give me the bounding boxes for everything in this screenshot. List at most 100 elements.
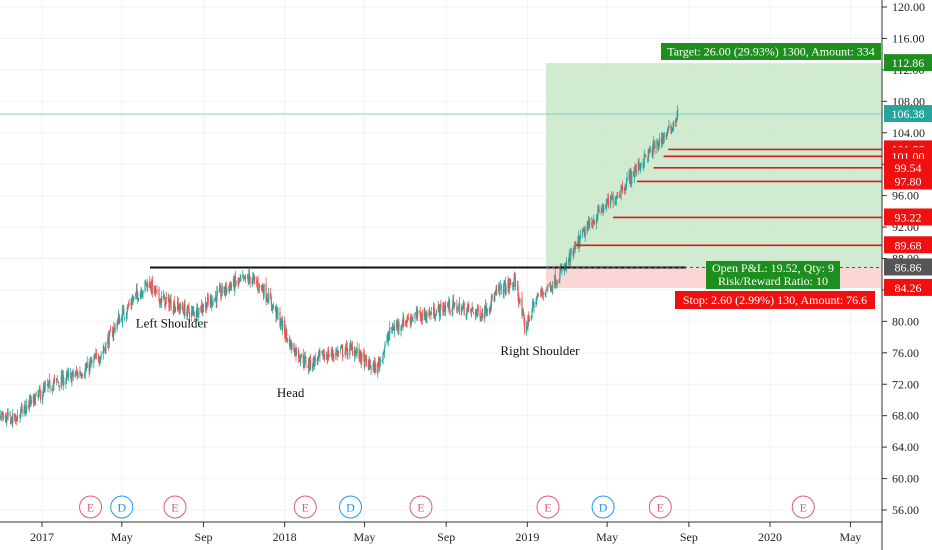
candle-body bbox=[391, 327, 393, 330]
candle-body bbox=[196, 306, 199, 317]
candle-body bbox=[186, 311, 188, 317]
candle-body bbox=[276, 307, 278, 318]
candle-body bbox=[128, 304, 130, 306]
candle-body bbox=[165, 299, 167, 308]
candle-body bbox=[434, 316, 437, 319]
candle-body bbox=[587, 220, 590, 229]
candle-body bbox=[573, 247, 575, 255]
candle-body bbox=[127, 305, 130, 307]
candle-body bbox=[593, 220, 596, 224]
pnl-label[interactable]: Open P&L: 19.52, Qty: 9 Risk/Reward Rati… bbox=[706, 261, 840, 289]
candle-body bbox=[107, 336, 110, 346]
candle-body bbox=[131, 302, 133, 305]
candle-body bbox=[305, 358, 307, 365]
earnings-event[interactable]: E bbox=[648, 495, 672, 519]
earnings-event[interactable]: E bbox=[163, 495, 187, 519]
candle-body bbox=[280, 319, 282, 324]
svg-text:E: E bbox=[417, 501, 424, 515]
candle-body bbox=[633, 172, 635, 177]
dividend-event[interactable]: D bbox=[591, 495, 615, 519]
candle-body bbox=[38, 389, 40, 393]
candle-body bbox=[108, 332, 110, 348]
candle-body bbox=[494, 291, 497, 294]
candle-body bbox=[103, 349, 105, 351]
candle-body bbox=[565, 261, 568, 268]
stop-label[interactable]: Stop: 2.60 (2.99%) 130, Amount: 76.6 bbox=[675, 291, 875, 309]
candle-body bbox=[111, 331, 114, 337]
earnings-event[interactable]: E bbox=[79, 495, 103, 519]
candle-body bbox=[597, 207, 600, 212]
candle-body bbox=[361, 352, 363, 361]
candle-body bbox=[221, 285, 223, 294]
candle-body bbox=[335, 351, 338, 353]
candle-body bbox=[144, 280, 146, 291]
candle-body bbox=[0, 415, 3, 418]
candle-body bbox=[609, 199, 612, 207]
candle-body bbox=[11, 417, 13, 424]
candle-body bbox=[188, 314, 191, 318]
candle-body bbox=[230, 285, 233, 289]
candle-body bbox=[169, 302, 171, 308]
candle-body bbox=[591, 222, 593, 226]
candle-body bbox=[499, 287, 501, 290]
candle-body bbox=[117, 319, 119, 325]
earnings-event[interactable]: E bbox=[293, 495, 317, 519]
dividend-event[interactable]: D bbox=[110, 495, 134, 519]
candle-body bbox=[415, 311, 417, 315]
dividend-event[interactable]: D bbox=[338, 495, 362, 519]
candle-body bbox=[93, 356, 96, 359]
candle-body bbox=[77, 372, 79, 378]
candle-body bbox=[190, 311, 193, 317]
candle-body bbox=[518, 294, 520, 303]
candle-body bbox=[635, 165, 637, 172]
candle-body bbox=[65, 373, 68, 379]
candle-body bbox=[676, 109, 679, 118]
candle-body bbox=[484, 305, 486, 319]
candle-body bbox=[99, 360, 101, 363]
candle-body bbox=[262, 289, 264, 296]
candle-body bbox=[420, 319, 422, 321]
candle-body bbox=[597, 210, 599, 218]
candle-body bbox=[619, 194, 621, 197]
candle-body bbox=[263, 284, 265, 297]
candle-body bbox=[239, 278, 241, 279]
candle-body bbox=[202, 307, 205, 309]
candle-body bbox=[579, 234, 582, 238]
candle-body bbox=[42, 395, 44, 401]
candle-body bbox=[403, 317, 405, 327]
candle-body bbox=[351, 346, 353, 348]
candle-body bbox=[621, 184, 624, 191]
candle-body bbox=[318, 350, 320, 356]
profit-zone[interactable] bbox=[546, 63, 882, 268]
candle-body bbox=[311, 365, 314, 369]
candle-body bbox=[298, 358, 300, 359]
candle-body bbox=[88, 363, 90, 372]
stop-label-text: Stop: 2.60 (2.99%) 130, Amount: 76.6 bbox=[683, 293, 867, 307]
x-tick-label: May bbox=[353, 530, 375, 544]
earnings-event[interactable]: E bbox=[409, 495, 433, 519]
candle-body bbox=[467, 304, 469, 308]
candle-body bbox=[550, 283, 552, 291]
candle-body bbox=[233, 278, 235, 290]
candle-body bbox=[94, 356, 96, 359]
candle-body bbox=[81, 375, 84, 376]
earnings-event[interactable]: E bbox=[536, 495, 560, 519]
candle-body bbox=[49, 382, 51, 390]
candle-body bbox=[323, 355, 325, 360]
target-label[interactable]: Target: 26.00 (29.93%) 1300, Amount: 334 bbox=[661, 43, 881, 60]
candle-body bbox=[327, 351, 329, 361]
candle-body bbox=[178, 305, 180, 311]
candle-body bbox=[155, 289, 157, 293]
candle-body bbox=[265, 283, 267, 300]
candle-body bbox=[159, 299, 161, 305]
earnings-event[interactable]: E bbox=[791, 495, 815, 519]
candle-body bbox=[154, 286, 156, 294]
price-mark: 84.26 bbox=[884, 278, 932, 296]
candle-body bbox=[126, 311, 128, 315]
candle-body bbox=[624, 187, 626, 191]
candle-body bbox=[160, 298, 162, 304]
candle-body bbox=[210, 297, 212, 303]
candle-body bbox=[151, 279, 153, 294]
